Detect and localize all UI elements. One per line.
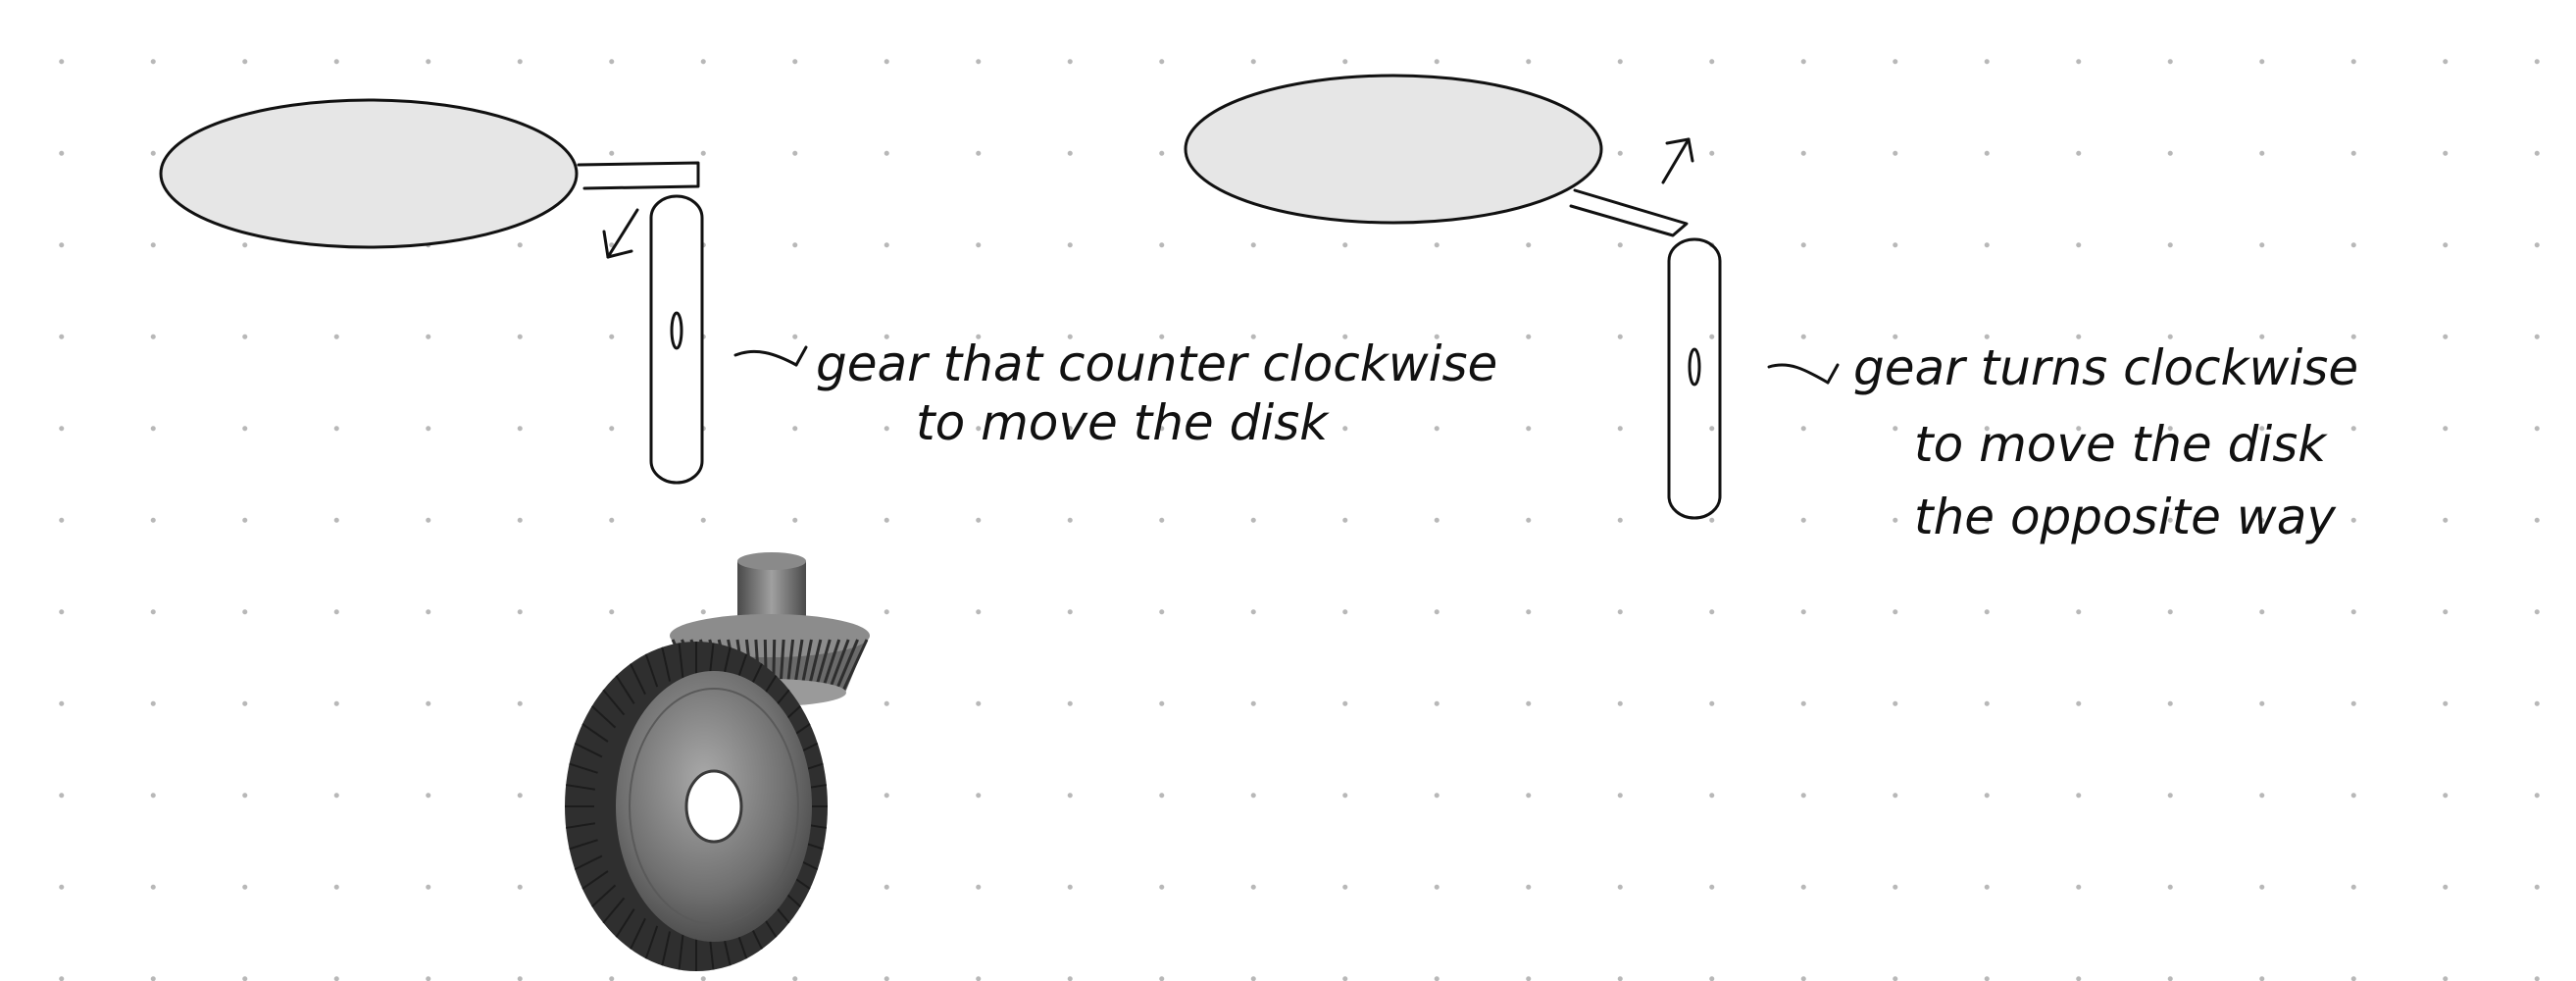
ring-gear (565, 642, 828, 971)
pinion-gear-tooth (821, 639, 841, 692)
left-motion-arrow (602, 208, 639, 259)
ring-gear-tooth (661, 931, 672, 966)
ring-gear-tooth (581, 723, 609, 743)
ring-gear-tooth (630, 663, 646, 696)
ring-gear-tooth (591, 704, 617, 729)
left-disk (159, 98, 579, 249)
left-gear-bar (649, 194, 704, 485)
ring-gear-tooth (615, 675, 635, 704)
right-annotation-line-1: gear turns clockwise (1853, 339, 2358, 396)
right-gear-bar (1667, 237, 1722, 520)
pinion-gear-tooth (828, 639, 850, 692)
ring-gear-tooth (574, 854, 603, 871)
right-diagram: gear turns clockwise to move the disk th… (1184, 74, 2358, 545)
ring-gear-tooth (678, 934, 684, 970)
ring-gear-tooth (569, 762, 598, 774)
ring-gear-tooth (565, 822, 596, 829)
left-arm (577, 161, 700, 190)
pinion-gear-tooth (834, 639, 859, 692)
ring-gear-tooth (615, 908, 635, 938)
left-annotation-line-1: gear that counter clockwise (816, 336, 1497, 392)
ring-gear-tooth (602, 897, 626, 924)
ring-gear-tooth (591, 884, 617, 908)
ring-gear-tooth (602, 689, 626, 716)
left-gear-slot (670, 311, 683, 350)
ring-gear-tooth (630, 917, 646, 950)
right-annotation-line-3: the opposite way (1914, 489, 2337, 545)
right-gear-slot (1688, 347, 1701, 387)
ring-gear-tooth (661, 646, 672, 682)
bevel-gear-pair-icon (565, 552, 870, 971)
ring-gear-tooth (565, 784, 596, 791)
ring-gear-tooth (678, 643, 684, 679)
left-pointer-arrow (733, 345, 808, 367)
right-disk (1184, 74, 1603, 225)
right-pointer-arrow (1767, 363, 1840, 385)
right-arm (1569, 188, 1689, 237)
ring-gear-tooth (581, 870, 609, 890)
right-motion-arrow (1661, 137, 1694, 184)
ring-gear-tooth (644, 653, 659, 688)
left-diagram: gear that counter clockwise to move the … (159, 98, 1497, 485)
ring-gear-tooth (569, 839, 598, 851)
ring-gear-tooth (644, 925, 659, 959)
left-annotation-line-2: to move the disk (916, 394, 1330, 451)
pinion-gear-tooth (841, 639, 869, 692)
ring-gear-tooth (574, 742, 603, 758)
right-annotation-line-2: to move the disk (1914, 416, 2328, 473)
